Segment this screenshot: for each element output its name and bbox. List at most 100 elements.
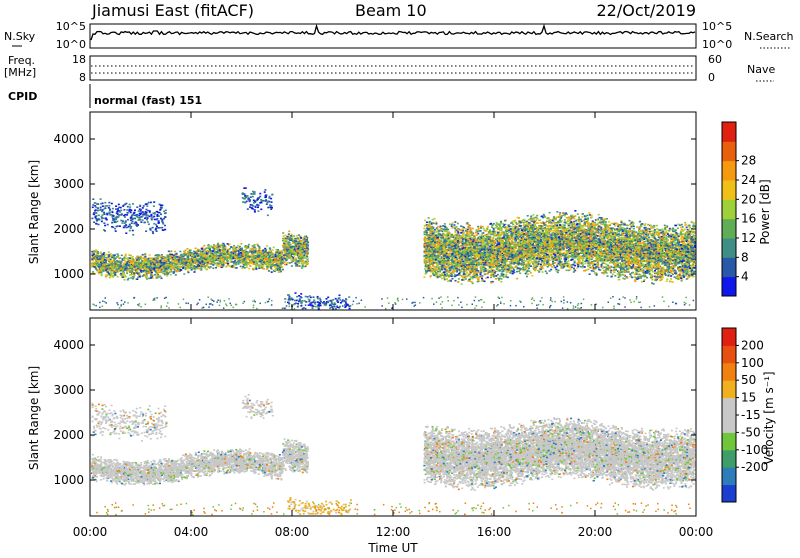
noise-tick-left-bottom: 10^0 xyxy=(56,38,86,51)
noise-panel-frame xyxy=(90,24,696,48)
echo-cell xyxy=(216,265,218,267)
echo-cell xyxy=(144,253,146,255)
echo-cell xyxy=(148,278,150,280)
echo-cell xyxy=(95,268,97,270)
echo-cell xyxy=(271,252,273,254)
echo-cell xyxy=(124,279,126,281)
echo-cell xyxy=(258,246,260,248)
echo-cell xyxy=(264,248,266,250)
power-echoes xyxy=(91,187,696,309)
echo-cell xyxy=(92,271,94,273)
echo-cell xyxy=(244,246,246,248)
echo-cell xyxy=(220,244,222,246)
echo-cell xyxy=(267,264,269,266)
echo-cell xyxy=(255,248,257,250)
echo-cell xyxy=(217,243,219,245)
echo-cell xyxy=(177,256,179,258)
echo-cell xyxy=(240,243,242,245)
echo-cell xyxy=(117,276,119,278)
radar-plot-svg: Jiamusi East (fitACF) Beam 10 22/Oct/201… xyxy=(0,0,800,554)
echo-cell xyxy=(174,261,176,263)
echo-cell xyxy=(281,252,283,254)
echo-cell xyxy=(154,274,156,276)
echo-cell xyxy=(276,270,278,272)
echo-cell xyxy=(91,266,93,268)
echo-cell xyxy=(125,255,127,257)
echo-cell xyxy=(142,275,144,277)
echo-cell xyxy=(99,255,101,257)
echo-cell xyxy=(137,268,139,270)
noise-tick-right-bottom: 10^0 xyxy=(702,38,732,51)
echo-cell xyxy=(255,268,257,270)
echo-cell xyxy=(273,247,275,249)
echo-cell xyxy=(100,262,102,264)
echo-cell xyxy=(174,259,176,261)
echo-cell xyxy=(129,260,131,262)
echo-cell xyxy=(119,257,121,259)
freq-panel-frame xyxy=(90,56,696,80)
echo-cell xyxy=(267,252,269,254)
echo-cell xyxy=(271,271,273,273)
echo-cell xyxy=(155,272,157,274)
echo-cell xyxy=(136,278,138,280)
echo-cell xyxy=(106,271,108,273)
noise-sky-trace xyxy=(91,26,695,40)
cpid-label: CPID xyxy=(8,90,37,103)
echo-cell xyxy=(242,266,244,268)
echo-cell xyxy=(227,263,229,265)
echo-cell xyxy=(120,273,122,275)
echo-cell xyxy=(278,271,280,273)
echo-cell xyxy=(246,266,248,268)
echo-cell xyxy=(138,262,140,264)
echo-cell xyxy=(168,272,170,274)
freq-unit-label: [MHz] xyxy=(4,66,36,79)
echo-cell xyxy=(170,250,172,252)
echo-cell xyxy=(245,245,247,247)
echo-cell xyxy=(258,264,260,266)
echo-cell xyxy=(187,272,189,274)
station-title: Jiamusi East (fitACF) xyxy=(91,1,254,20)
echo-cell xyxy=(132,278,134,280)
echo-cell xyxy=(248,244,250,246)
echo-cell xyxy=(125,254,127,256)
echo-cell xyxy=(137,256,139,258)
echo-cell xyxy=(268,270,270,272)
echo-cell xyxy=(144,256,146,258)
echo-cell xyxy=(237,245,239,247)
cpid-mode: normal (fast) 151 xyxy=(94,94,202,107)
noise-tick-left-top: 10^5 xyxy=(56,20,86,33)
echo-cell xyxy=(259,248,261,250)
noise-search-label: N.Search xyxy=(744,30,794,43)
echo-cell xyxy=(195,248,197,250)
noise-tick-right-top: 10^5 xyxy=(702,20,732,33)
echo-cell xyxy=(117,253,119,255)
noise-sky-label: N.Sky xyxy=(4,30,36,43)
echo-cell xyxy=(169,254,171,256)
echo-cell xyxy=(193,251,195,253)
echo-cell xyxy=(269,250,271,252)
echo-cell xyxy=(167,254,169,256)
freq-tick-bottom: 8 xyxy=(79,71,86,84)
echo-cell xyxy=(114,274,116,276)
echo-cell xyxy=(129,272,131,274)
echo-cell xyxy=(163,260,165,262)
beam-title: Beam 10 xyxy=(355,1,427,20)
echo-cell xyxy=(241,268,243,270)
echo-cell xyxy=(173,272,175,274)
echo-cell xyxy=(212,267,214,269)
nave-tick-bottom: 0 xyxy=(708,71,715,84)
echo-cell xyxy=(191,269,193,271)
echo-cell xyxy=(229,243,231,245)
echo-cell xyxy=(148,258,150,260)
echo-cell xyxy=(180,254,182,256)
radar-plot: Jiamusi East (fitACF) Beam 10 22/Oct/201… xyxy=(0,0,800,554)
echo-cell xyxy=(185,269,187,271)
echo-cell xyxy=(212,264,214,266)
echo-cell xyxy=(226,259,228,261)
echo-cell xyxy=(262,250,264,252)
echo-cell xyxy=(175,274,177,276)
echo-cell xyxy=(211,263,213,265)
freq-tick-top: 18 xyxy=(72,53,86,66)
echo-cell xyxy=(128,278,130,280)
echo-cell xyxy=(255,267,257,269)
